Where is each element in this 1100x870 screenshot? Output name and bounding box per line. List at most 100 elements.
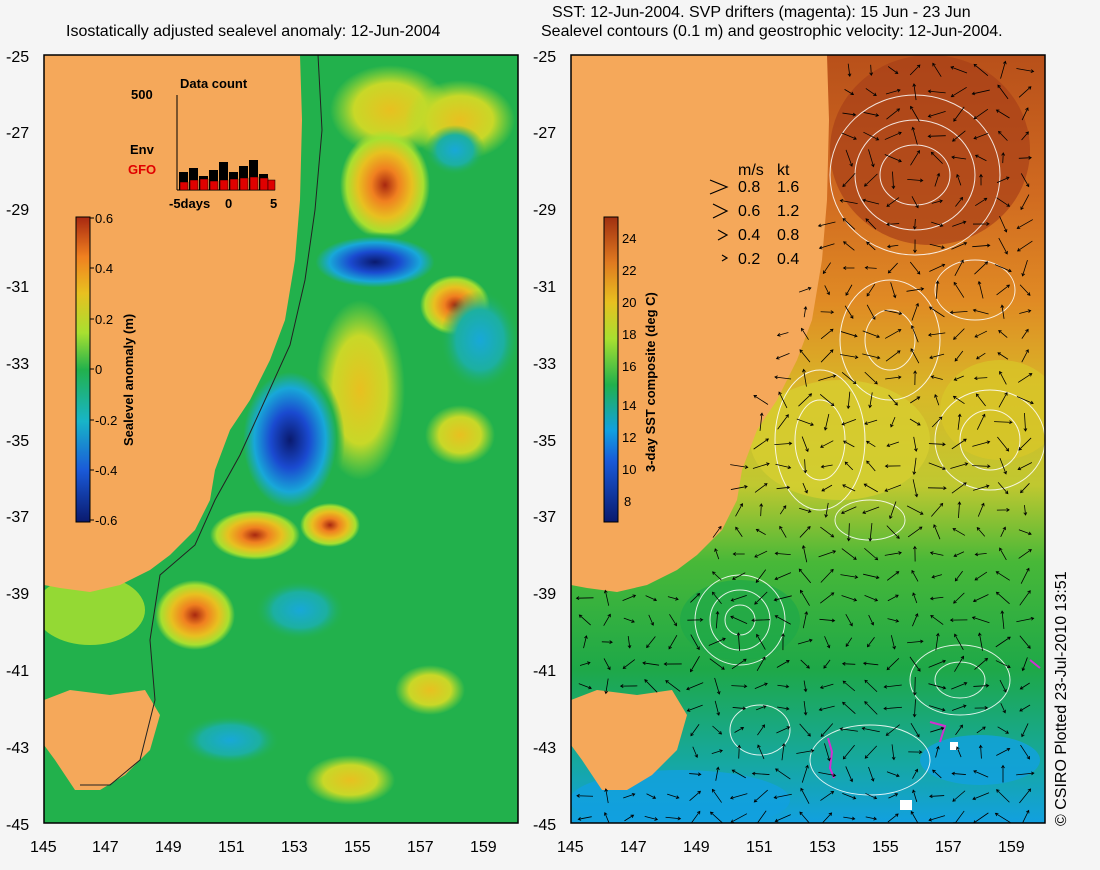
anomaly-colorbar-label: Sealevel anomaly (m) [121, 314, 136, 446]
velocity-arrow [928, 442, 946, 447]
velocity-arrow [886, 222, 900, 227]
velocity-arrow [912, 699, 917, 718]
velocity-arrow [973, 812, 989, 823]
velocity-arrow [1018, 155, 1032, 160]
velocity-arrow [799, 723, 811, 737]
velocity-arrow [1021, 131, 1029, 141]
y-tick-label: -43 [533, 740, 556, 757]
velocity-arrow [775, 463, 792, 470]
velocity-arrow [865, 218, 877, 230]
velocity-arrow [913, 436, 918, 452]
velocity-arrow [1022, 809, 1030, 823]
velocity-arrow [754, 591, 768, 605]
velocity-legend-header-kt: kt [777, 162, 790, 179]
velocity-arrow [930, 726, 945, 733]
velocity-arrow [929, 705, 946, 712]
velocity-arrow [801, 764, 809, 783]
velocity-arrow [1019, 788, 1032, 804]
velocity-arrow [1019, 635, 1031, 649]
velocity-arrow [735, 503, 743, 517]
sst-colorbar-ticks: 24 22 20 18 16 14 12 10 8 [622, 231, 636, 509]
velocity-arrow [928, 815, 946, 822]
velocity-arrow [976, 726, 986, 734]
velocity-arrow [995, 591, 1010, 605]
velocity-arrow [1021, 107, 1029, 121]
velocity-arrow [884, 309, 903, 316]
velocity-arrow [868, 149, 875, 168]
sst-tick-label: 18 [622, 327, 636, 342]
velocity-arrow [1016, 771, 1035, 776]
velocity-arrow [821, 484, 833, 492]
velocity-arrow [603, 589, 610, 606]
velocity-arrow [957, 413, 962, 430]
velocity-arrow [846, 391, 851, 410]
velocity-arrow [1019, 704, 1031, 712]
velocity-arrow [774, 572, 792, 581]
velocity-arrow [975, 393, 986, 407]
velocity-arrow [755, 569, 767, 584]
velocity-arrow [907, 178, 924, 183]
sst-tick-label: 24 [622, 231, 636, 246]
velocity-arrow [732, 572, 746, 580]
velocity-arrow [884, 551, 902, 556]
velocity-arrow [910, 810, 919, 823]
velocity-arrow [822, 262, 831, 275]
velocity-arrow [842, 440, 855, 448]
velocity-arrow [911, 126, 918, 145]
velocity-arrow [974, 154, 987, 162]
velocity-arrow [957, 501, 962, 519]
velocity-arrow [952, 220, 967, 227]
sst-tick-label: 22 [622, 263, 636, 278]
anomaly-tick-label: -0.6 [95, 513, 117, 528]
velocity-arrow [798, 568, 812, 584]
velocity-arrow [994, 420, 1013, 425]
velocity-arrow [886, 658, 900, 671]
velocity-arrow [751, 771, 770, 776]
velocity-legend: m/s kt 0.8 1.6 0.6 1.2 0.4 0.8 0.2 0.4 [709, 162, 799, 268]
velocity-arrow [930, 375, 943, 380]
velocity-arrow [972, 440, 991, 447]
velocity-arrow [997, 436, 1010, 452]
velocity-arrow [927, 134, 946, 139]
velocity-arrow [972, 243, 991, 248]
velocity-arrow [583, 635, 588, 649]
velocity-arrow [823, 659, 831, 669]
velocity-arrow [798, 286, 812, 293]
velocity-arrow [864, 265, 877, 270]
velocity-arrow [954, 570, 963, 582]
velocity-legend-ms: 0.6 [738, 203, 760, 220]
velocity-arrow [775, 352, 790, 360]
right-panel-title-line1: SST: 12-Jun-2004. SVP drifters (magenta)… [552, 4, 971, 21]
velocity-arrow [1000, 610, 1005, 629]
sst-tick-label: 20 [622, 295, 636, 310]
velocity-arrow [843, 241, 855, 251]
x-tick-label: 151 [218, 839, 245, 856]
velocity-arrow [885, 375, 902, 380]
velocity-arrow [752, 462, 770, 469]
velocity-arrow [818, 771, 837, 778]
velocity-arrow [842, 112, 857, 117]
velocity-arrow [910, 150, 920, 166]
velocity-arrow [619, 684, 638, 688]
velocity-arrow [954, 259, 964, 277]
velocity-arrow [913, 370, 917, 386]
data-count-title: Data count [180, 76, 248, 91]
velocity-arrow [864, 745, 878, 759]
x-tick-label: 159 [470, 839, 497, 856]
velocity-arrow [977, 632, 984, 651]
velocity-arrow [973, 484, 990, 491]
velocity-arrow [624, 814, 635, 822]
velocity-arrow [912, 457, 917, 475]
velocity-arrow [692, 746, 699, 758]
velocity-arrow [885, 350, 901, 362]
velocity-arrow [930, 615, 944, 625]
velocity-arrow [773, 595, 792, 602]
velocity-arrow [951, 241, 968, 250]
velocity-arrow [801, 544, 808, 563]
velocity-arrow [709, 658, 725, 670]
y-tick-label: -35 [6, 433, 29, 450]
velocity-arrow [995, 109, 1010, 119]
velocity-arrow [736, 632, 741, 651]
velocity-arrow [841, 595, 858, 602]
velocity-arrow [929, 551, 944, 556]
